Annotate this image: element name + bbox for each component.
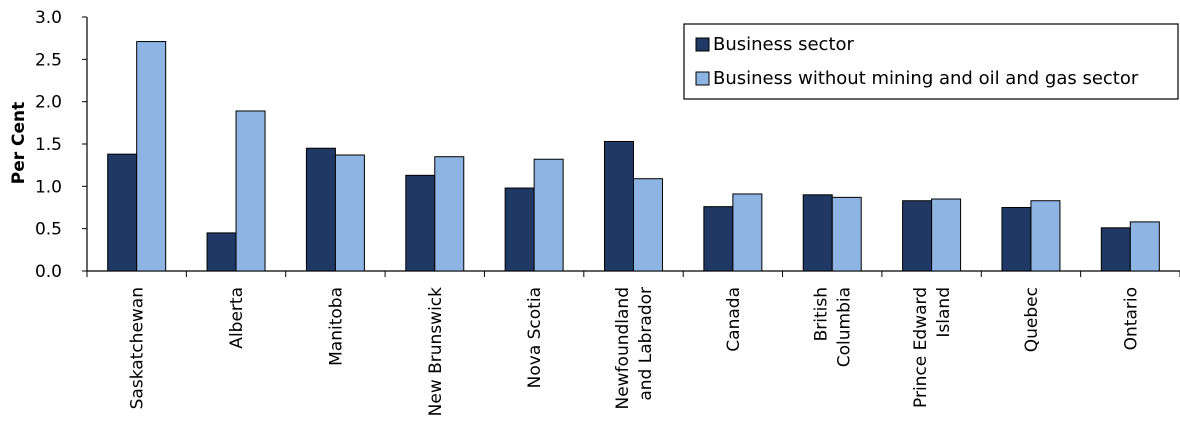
bar-business-sector-2 <box>305 147 336 272</box>
legend-box <box>683 23 1179 100</box>
x-category-label-line: Canada <box>724 287 744 352</box>
x-category-label: Nova Scotia <box>525 287 545 388</box>
bar-business-without-mining-10 <box>1129 221 1160 272</box>
bar-business-sector-1 <box>206 232 237 272</box>
x-category-label-line: Manitoba <box>326 287 346 366</box>
x-category-label: Alberta <box>227 287 247 349</box>
x-category-label-line: Quebec <box>1022 287 1042 352</box>
x-category-label-line: Ontario <box>1121 287 1141 350</box>
x-category-label: Canada <box>724 287 744 352</box>
bars <box>107 41 1160 272</box>
x-category-label-line: Columbia <box>835 287 855 367</box>
x-category-label: British Columbia <box>812 287 855 367</box>
bar-business-sector-0 <box>107 153 138 272</box>
x-category-label: Prince Edward Island <box>911 287 954 408</box>
legend: Business sector Business without mining a… <box>683 23 1179 100</box>
bar-business-without-mining-9 <box>1030 200 1061 272</box>
y-tick-label: 3.0 <box>35 8 62 28</box>
bar-business-sector-4 <box>504 187 535 272</box>
bar-business-sector-8 <box>902 200 933 272</box>
x-category-label-line: and Labrador <box>636 287 656 401</box>
x-category-label-line: Saskatchewan <box>128 287 148 409</box>
x-category-label: Quebec <box>1022 287 1042 352</box>
bar-business-without-mining-5 <box>633 178 663 272</box>
y-tick-label: 1.0 <box>35 177 62 197</box>
bar-business-without-mining-2 <box>334 154 365 272</box>
bar-business-without-mining-6 <box>732 193 763 272</box>
x-category-label: Ontario <box>1121 287 1141 350</box>
y-tick-label: 0.0 <box>35 262 62 282</box>
x-category-label: Newfoundland and Labrador <box>613 287 656 410</box>
bar-business-sector-9 <box>1001 207 1032 272</box>
bar-business-without-mining-3 <box>434 156 465 272</box>
x-category-label: Saskatchewan <box>128 287 148 409</box>
legend-label-0: Business sector <box>713 34 855 55</box>
x-category-label-line: Island <box>934 287 954 338</box>
bar-business-without-mining-1 <box>235 110 266 272</box>
y-tick-label: 1.5 <box>35 135 62 155</box>
legend-swatch-0 <box>695 37 710 52</box>
bar-business-sector-7 <box>802 194 833 272</box>
y-tick-label: 2.0 <box>35 93 62 113</box>
bar-business-sector-10 <box>1100 227 1131 272</box>
bar-business-without-mining-0 <box>136 41 167 272</box>
x-category-label-line: Prince Edward <box>911 287 931 408</box>
x-category-label-line: British <box>812 287 832 341</box>
y-tick-labels: 0.0 0.5 1.0 1.5 2.0 2.5 3.0 <box>35 8 62 282</box>
bar-business-without-mining-7 <box>831 196 862 272</box>
y-tick-label: 0.5 <box>35 220 62 240</box>
x-category-label-line: Nova Scotia <box>525 287 545 388</box>
x-category-label-line: Alberta <box>227 287 247 349</box>
y-axis-label: Per Cent <box>9 102 29 185</box>
bar-business-sector-3 <box>405 174 436 272</box>
x-category-label-line: Newfoundland <box>613 287 633 410</box>
x-category-label: Manitoba <box>326 287 346 366</box>
bar-business-without-mining-4 <box>533 158 564 272</box>
x-category-labels: Saskatchewan Alberta Manitoba New Brunswick… <box>128 287 1142 417</box>
x-category-label: New Brunswick <box>426 287 446 417</box>
bar-business-without-mining-8 <box>931 198 962 272</box>
bar-business-sector-6 <box>703 206 734 272</box>
legend-swatch-1 <box>695 71 710 86</box>
bar-business-sector-5 <box>604 140 634 272</box>
y-tick-label: 2.5 <box>35 50 62 70</box>
legend-label-1: Business without mining and oil and gas … <box>713 68 1139 89</box>
x-category-label-line: New Brunswick <box>426 287 446 417</box>
